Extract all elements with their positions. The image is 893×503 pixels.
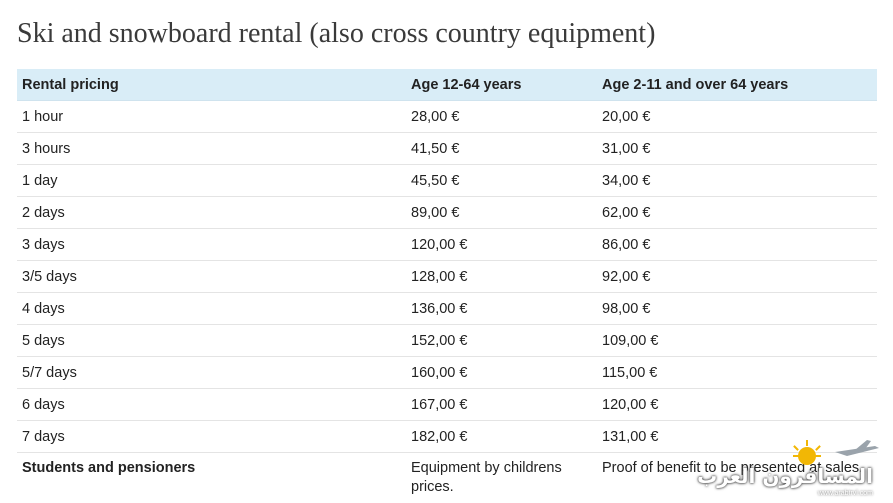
- adult-price-cell: 128,00 €: [406, 260, 597, 293]
- child-senior-price-cell: 86,00 €: [597, 228, 877, 261]
- header-rental-pricing: Rental pricing: [17, 69, 406, 101]
- header-age-12-64: Age 12-64 years: [406, 69, 597, 101]
- table-row: 7 days 182,00 € 131,00 €: [17, 420, 877, 453]
- child-senior-price-cell: 92,00 €: [597, 260, 877, 293]
- table-header-row: Rental pricing Age 12-64 years Age 2-11 …: [17, 69, 877, 101]
- table-row: 3/5 days 128,00 € 92,00 €: [17, 260, 877, 293]
- child-senior-price-cell: 31,00 €: [597, 132, 877, 165]
- table-row: 1 hour 28,00 € 20,00 €: [17, 100, 877, 133]
- adult-price-cell: 152,00 €: [406, 324, 597, 357]
- duration-cell: 4 days: [17, 292, 406, 325]
- header-age-2-11-over-64: Age 2-11 and over 64 years: [597, 69, 877, 101]
- duration-cell: 3 hours: [17, 132, 406, 165]
- table-row: 3 days 120,00 € 86,00 €: [17, 228, 877, 261]
- table-row: 5 days 152,00 € 109,00 €: [17, 324, 877, 357]
- adult-price-cell: 45,50 €: [406, 164, 597, 197]
- adult-price-cell: 160,00 €: [406, 356, 597, 389]
- duration-cell: 5 days: [17, 324, 406, 357]
- child-senior-price-cell: 20,00 €: [597, 100, 877, 133]
- page-title: Ski and snowboard rental (also cross cou…: [17, 18, 656, 49]
- child-senior-price-cell: 34,00 €: [597, 164, 877, 197]
- students-pensioners-label: Students and pensioners: [22, 460, 196, 476]
- duration-cell: 6 days: [17, 388, 406, 421]
- adult-price-cell: 182,00 €: [406, 420, 597, 453]
- duration-cell: 1 day: [17, 164, 406, 197]
- duration-cell: 7 days: [17, 420, 406, 453]
- table-row: 5/7 days 160,00 € 115,00 €: [17, 356, 877, 389]
- duration-cell: 2 days: [17, 196, 406, 229]
- students-pensioners-child-note: Proof of benefit to be presented at sale…: [602, 460, 864, 476]
- duration-cell: 3 days: [17, 228, 406, 261]
- watermark-url: www.arabtrvl.com: [817, 490, 873, 497]
- table-row: 2 days 89,00 € 62,00 €: [17, 196, 877, 229]
- sun-plane-icon: [793, 440, 879, 465]
- child-senior-price-cell: 62,00 €: [597, 196, 877, 229]
- watermark-logo: المسافرون العرب www.arabtrvl.com: [697, 438, 887, 498]
- table-row: 3 hours 41,50 € 31,00 €: [17, 132, 877, 165]
- adult-price-cell: 89,00 €: [406, 196, 597, 229]
- table-row: 1 day 45,50 € 34,00 €: [17, 164, 877, 197]
- students-pensioners-adult-note: Equipment by childrens prices.: [411, 460, 562, 495]
- child-senior-price-cell: 131,00 €: [597, 420, 877, 453]
- duration-cell: 5/7 days: [17, 356, 406, 389]
- table-row: 6 days 167,00 € 120,00 €: [17, 388, 877, 421]
- child-senior-price-cell: 109,00 €: [597, 324, 877, 357]
- adult-price-cell: 167,00 €: [406, 388, 597, 421]
- child-senior-price-cell: 98,00 €: [597, 292, 877, 325]
- adult-price-cell: 136,00 €: [406, 292, 597, 325]
- students-pensioners-row: Students and pensioners Equipment by chi…: [17, 453, 877, 500]
- duration-cell: 1 hour: [17, 100, 406, 133]
- duration-cell: 3/5 days: [17, 260, 406, 293]
- adult-price-cell: 41,50 €: [406, 132, 597, 165]
- watermark-text: المسافرون العرب: [697, 464, 873, 488]
- child-senior-price-cell: 120,00 €: [597, 388, 877, 421]
- table-row: 4 days 136,00 € 98,00 €: [17, 292, 877, 325]
- adult-price-cell: 120,00 €: [406, 228, 597, 261]
- pricing-table: Rental pricing Age 12-64 years Age 2-11 …: [17, 69, 877, 499]
- adult-price-cell: 28,00 €: [406, 100, 597, 133]
- child-senior-price-cell: 115,00 €: [597, 356, 877, 389]
